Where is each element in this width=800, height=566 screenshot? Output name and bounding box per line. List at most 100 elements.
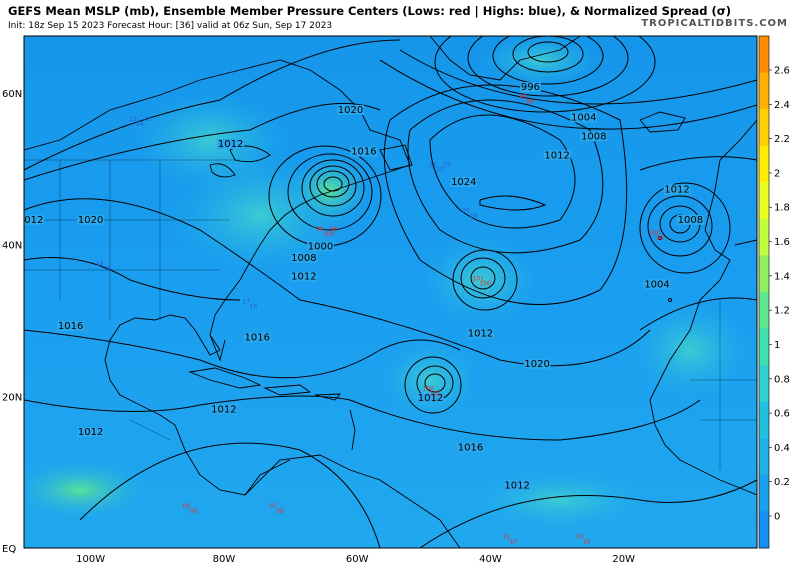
isobar-label: 1004 — [644, 279, 669, 290]
colorbar-tick-label: 2.6 — [774, 66, 790, 77]
isobar-label-bg — [417, 393, 444, 404]
isobar-label-bg — [570, 112, 598, 123]
latitude-label: 20N — [2, 392, 22, 403]
colorbar-segment — [759, 292, 769, 330]
isobar-label: 1016 — [58, 321, 83, 332]
colorbar-segment — [759, 255, 769, 293]
colorbar-tick-label: 0.6 — [774, 409, 790, 420]
colorbar-tick-label: 0.8 — [774, 374, 790, 385]
isobar-label-bg — [676, 214, 704, 225]
colorbar-segment — [759, 145, 769, 183]
high-center-value: 16 — [250, 303, 258, 310]
isobar-label-bg — [307, 241, 334, 252]
spread-colorbar: 2.6 2.4 2.2 2 1.8 1.6 1.4 1.2 1 0.8 0.6 0.4 0.2 0 — [758, 35, 790, 549]
isobar-label-bg — [523, 358, 551, 369]
colorbar-segment — [759, 438, 769, 476]
low-center-value: 07 — [269, 503, 277, 510]
high-center-value: 26 — [429, 162, 437, 169]
colorbar-tick-label: 1.2 — [774, 306, 790, 317]
longitude-label: 80W — [213, 554, 236, 565]
low-center-value: 100 — [323, 231, 335, 238]
isobar-label: 1008 — [581, 131, 606, 142]
low-center-value: 10 — [576, 533, 584, 540]
isobar-label-bg — [77, 427, 105, 438]
isobar-label: 1016 — [458, 442, 483, 453]
high-center-value: 25 — [443, 162, 451, 169]
isobar-label: 1020 — [78, 215, 103, 226]
isobar-label-bg — [217, 138, 244, 149]
isobars — [24, 36, 757, 548]
isobar-label-bg — [57, 321, 85, 332]
colorbar-tick-label: 0 — [774, 512, 780, 523]
low-center-value: 09 — [190, 508, 198, 515]
low-center-value: 10 — [502, 533, 510, 540]
low-center-value: 10 — [583, 538, 591, 545]
colorbar-segment — [759, 109, 769, 147]
isobar-label-bg — [663, 184, 691, 195]
isobar-label: 1008 — [291, 253, 316, 264]
isobar-label: 1012 — [468, 329, 493, 340]
colorbar-segment — [759, 218, 769, 256]
isobar-label: 1024 — [451, 177, 476, 188]
colorbar-segment — [759, 182, 769, 220]
high-center-value: 23 — [143, 116, 151, 123]
longitude-labels: 100W 80W 60W 40W 20W — [76, 554, 635, 565]
isobar-label: 1004 — [571, 112, 596, 123]
isobar-label-bg — [520, 82, 541, 93]
longitude-label: 60W — [346, 554, 369, 565]
colorbar-tick-label: 2 — [774, 168, 780, 179]
isobar-label-bg — [77, 214, 105, 225]
isobar-label: 1012 — [211, 404, 236, 415]
isobar-label-bg — [503, 480, 531, 491]
init-valid-line: Init: 18z Sep 15 2023 Forecast Hour: [36… — [8, 21, 333, 31]
map-title: GEFS Mean MSLP (mb), Ensemble Member Pre… — [8, 4, 732, 18]
low-center-value: 08 — [276, 508, 284, 515]
colorbar-segment — [759, 328, 769, 366]
low-center-value: 99 — [316, 226, 324, 233]
isobar-labels: 1020101610121020101210001008101210161016… — [18, 82, 704, 491]
isobar-label-bg — [643, 279, 671, 290]
isobar-label-bg — [467, 328, 494, 339]
isobar-label: 1016 — [245, 332, 270, 343]
colorbar-segment — [759, 511, 769, 549]
isobar-label: 996 — [521, 82, 540, 93]
low-center-value: 99 — [519, 93, 527, 100]
colorbar-segment — [759, 474, 769, 512]
colorbar-tick-label: 2.4 — [774, 100, 790, 111]
isobar-label: 1012 — [18, 215, 43, 226]
isobar-label: 1012 — [504, 480, 529, 491]
low-center-value: 98 — [330, 226, 338, 233]
isobar-label: 1020 — [338, 105, 363, 116]
high-center-value: 18 — [96, 260, 104, 267]
colorbar-tick-label: 1 — [774, 340, 780, 351]
isobar-label: 1012 — [78, 427, 103, 438]
colorbar-tick-label: 1.8 — [774, 203, 790, 214]
low-center-value: 100 — [649, 230, 661, 237]
isobar-label: 1012 — [544, 150, 569, 161]
latitude-label: 40N — [2, 241, 22, 252]
latitude-label: 60N — [2, 89, 22, 100]
high-center-value: 19 — [103, 265, 111, 272]
isobar-label: 1012 — [291, 272, 316, 283]
colorbar-tick-label: 1.6 — [774, 237, 790, 248]
isobar-label: 1012 — [664, 184, 689, 195]
colorbar-tick-label: 0.2 — [774, 477, 790, 488]
map-contents: 1020101610121020101210001008101210161016… — [18, 36, 757, 548]
latitude-labels: 60N 40N 20N EQ — [2, 89, 22, 555]
low-center-value: 09 — [183, 503, 191, 510]
isobar-label-bg — [337, 104, 364, 115]
latitude-label: EQ — [2, 544, 16, 555]
isobar-label: 1016 — [351, 147, 376, 158]
low-center-value: 100 — [479, 281, 491, 288]
colorbar-segment — [759, 36, 769, 74]
isobar-label: 1000 — [308, 241, 333, 252]
borders — [24, 159, 757, 470]
low-center-value: 10 — [509, 538, 517, 545]
map-frame — [23, 35, 758, 549]
isobar-label-bg — [350, 146, 378, 157]
high-center-value: 25 — [462, 207, 470, 214]
isobar-label-bg — [290, 271, 318, 282]
isobar-label: 1012 — [218, 139, 243, 150]
longitude-label: 40W — [479, 554, 502, 565]
